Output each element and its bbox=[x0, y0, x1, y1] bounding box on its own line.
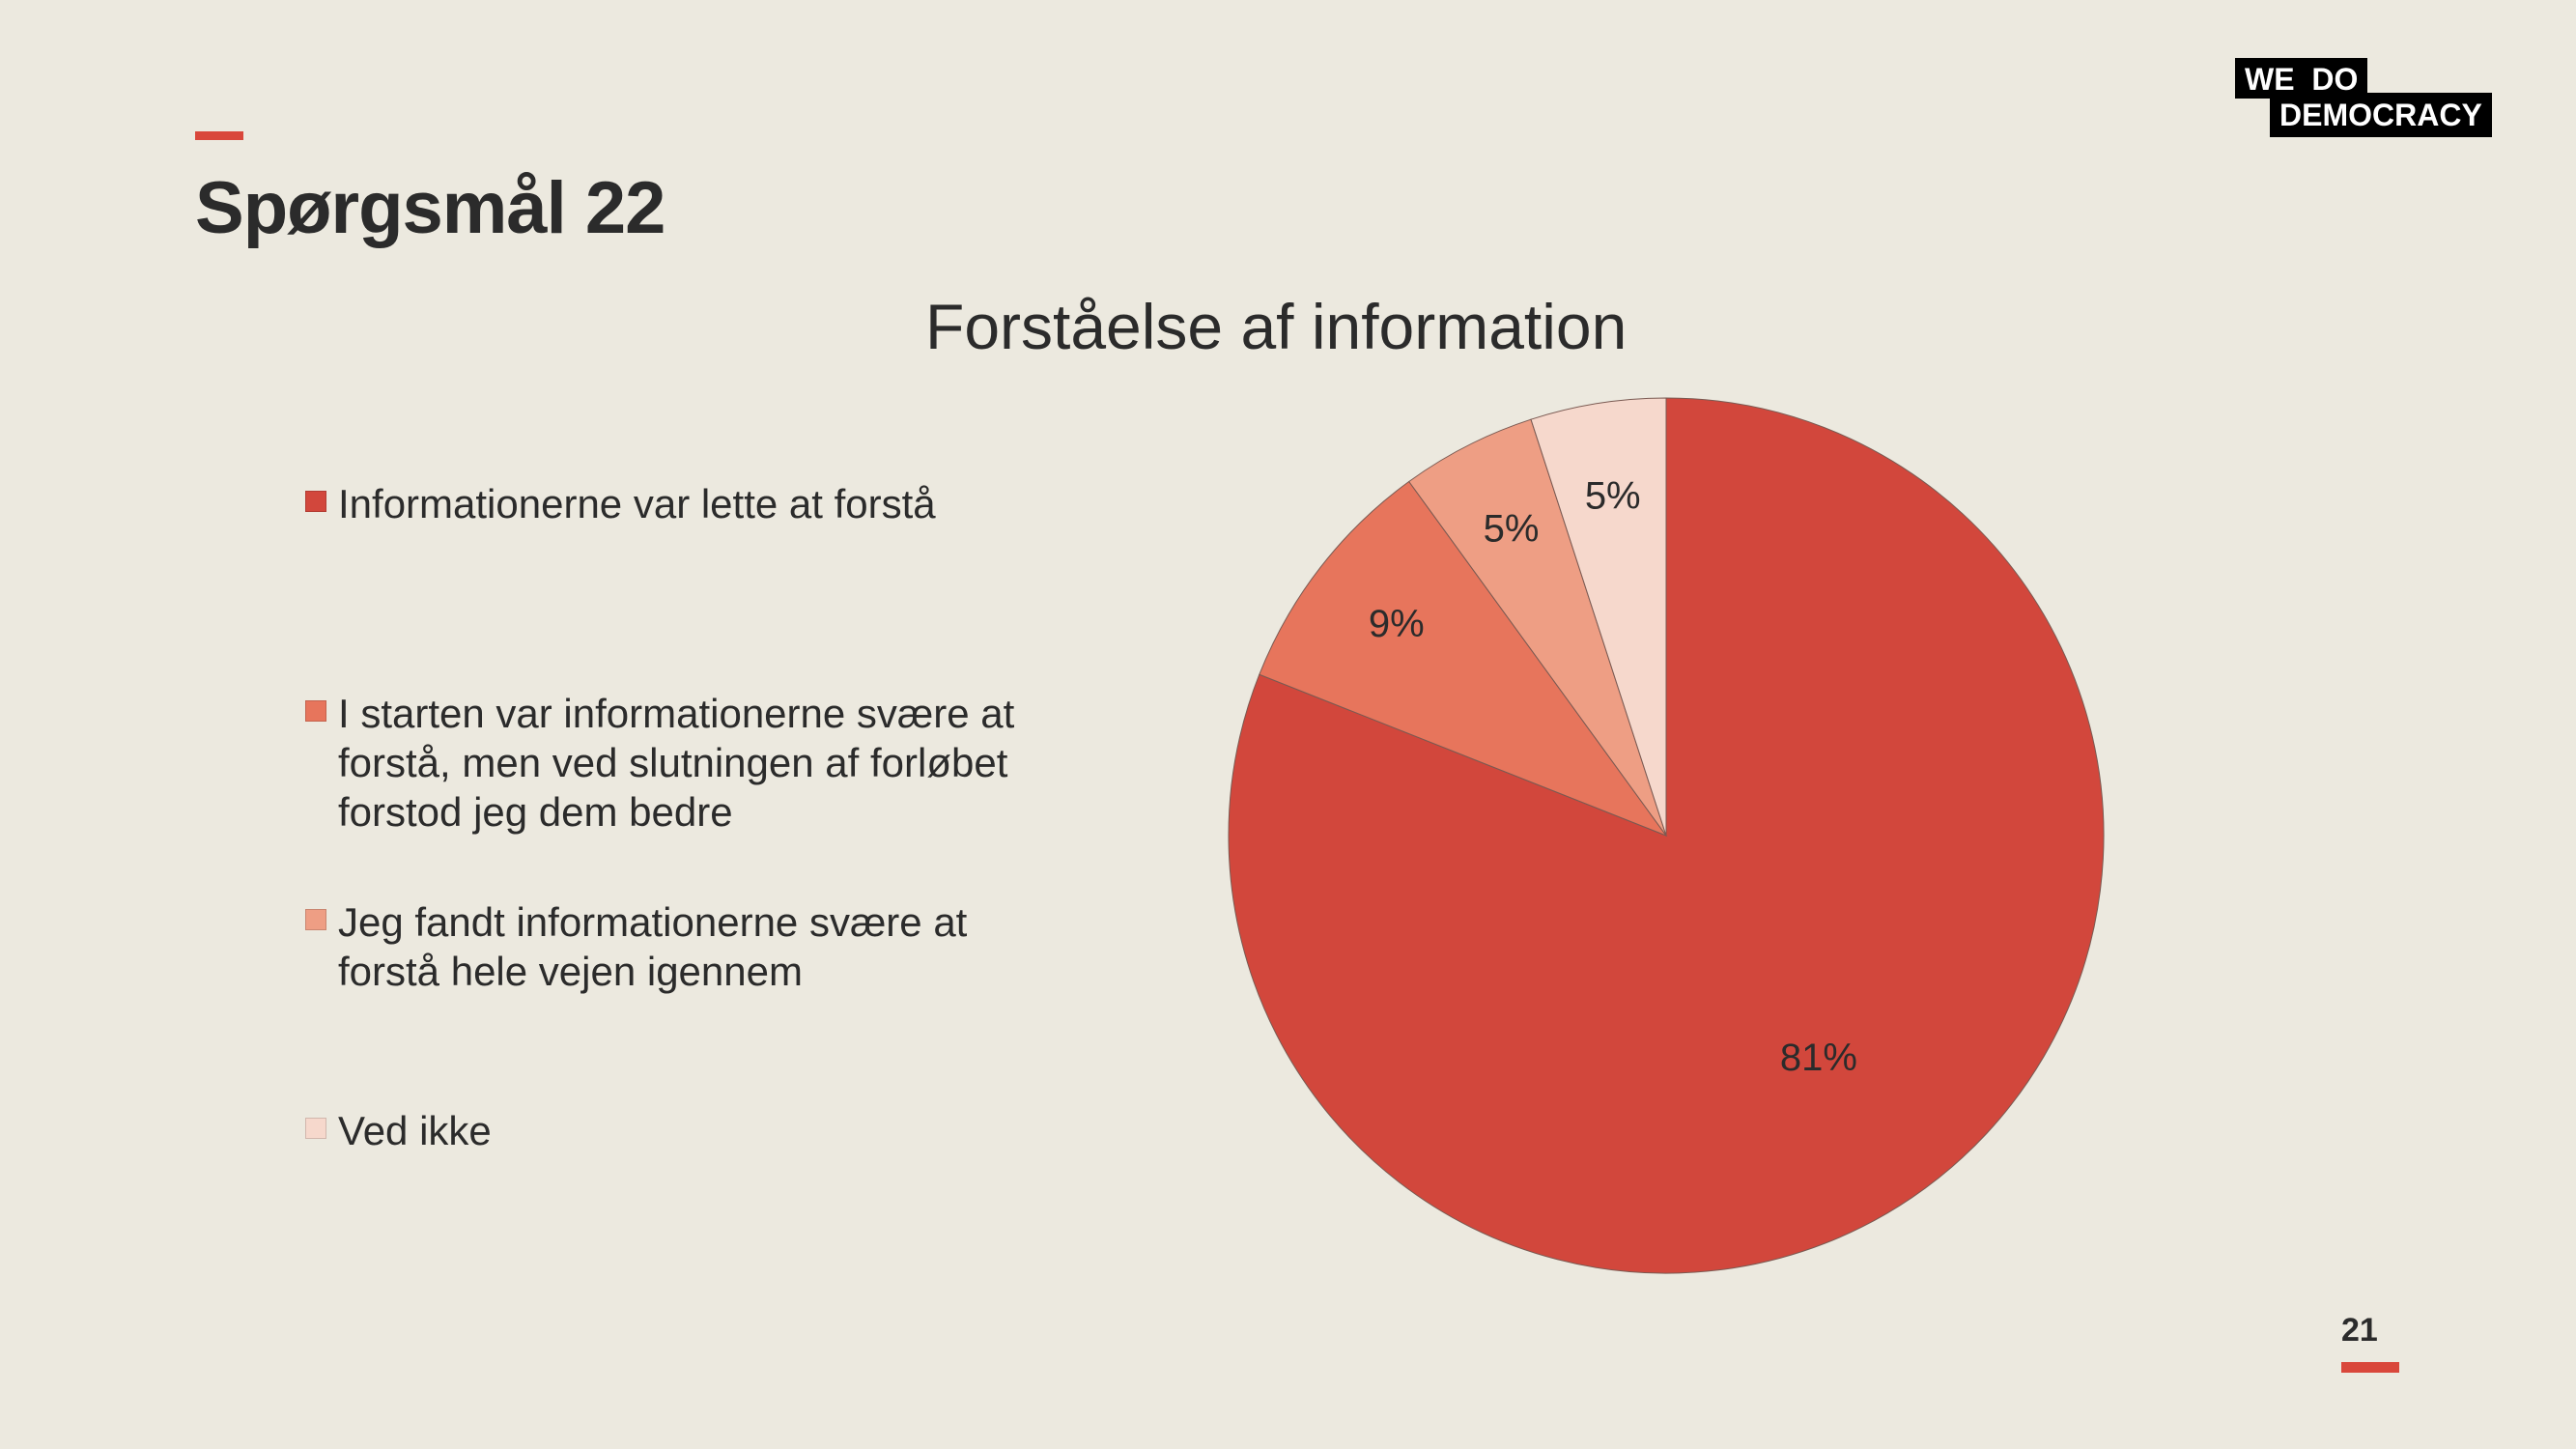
page-title: Spørgsmål 22 bbox=[195, 167, 665, 249]
title-accent-bar bbox=[195, 131, 243, 140]
pie-label-easy: 81% bbox=[1780, 1037, 1857, 1079]
legend-label-easy: Informationerne var lette at forstå bbox=[338, 481, 936, 526]
logo-line-2: DEMOCRACY bbox=[2270, 93, 2492, 137]
legend-label-dont-know: Ved ikke bbox=[338, 1108, 492, 1153]
pie-slice-dont-know bbox=[1530, 397, 1667, 837]
legend-label-hard-at-start: I starten var informationerne svære at f… bbox=[338, 691, 1015, 835]
logo-line-1: WE DO bbox=[2235, 58, 2368, 99]
pie-chart: 81% 9% 5% 5% bbox=[1228, 397, 2105, 1274]
pie-label-dont-know: 5% bbox=[1585, 475, 1641, 518]
legend-swatch-hard-at-start bbox=[305, 700, 326, 722]
pie-slice-hard-throughout bbox=[1408, 418, 1667, 837]
pie-label-hard-throughout: 5% bbox=[1484, 508, 1540, 551]
legend-label-hard-throughout: Jeg fandt informationerne svære at forst… bbox=[338, 899, 968, 994]
pie-label-hard-at-start: 9% bbox=[1369, 603, 1425, 645]
legend-swatch-hard-throughout bbox=[305, 909, 326, 930]
pie-slice-hard-at-start bbox=[1259, 480, 1668, 838]
chart-title: Forståelse af information bbox=[925, 291, 1628, 362]
we-do-democracy-logo: WE DO DEMOCRACY bbox=[2235, 58, 2500, 137]
legend-swatch-easy bbox=[305, 491, 326, 512]
page-number: 21 bbox=[2341, 1312, 2378, 1349]
legend-swatch-dont-know bbox=[305, 1118, 326, 1139]
page-accent-bar bbox=[2341, 1362, 2399, 1373]
